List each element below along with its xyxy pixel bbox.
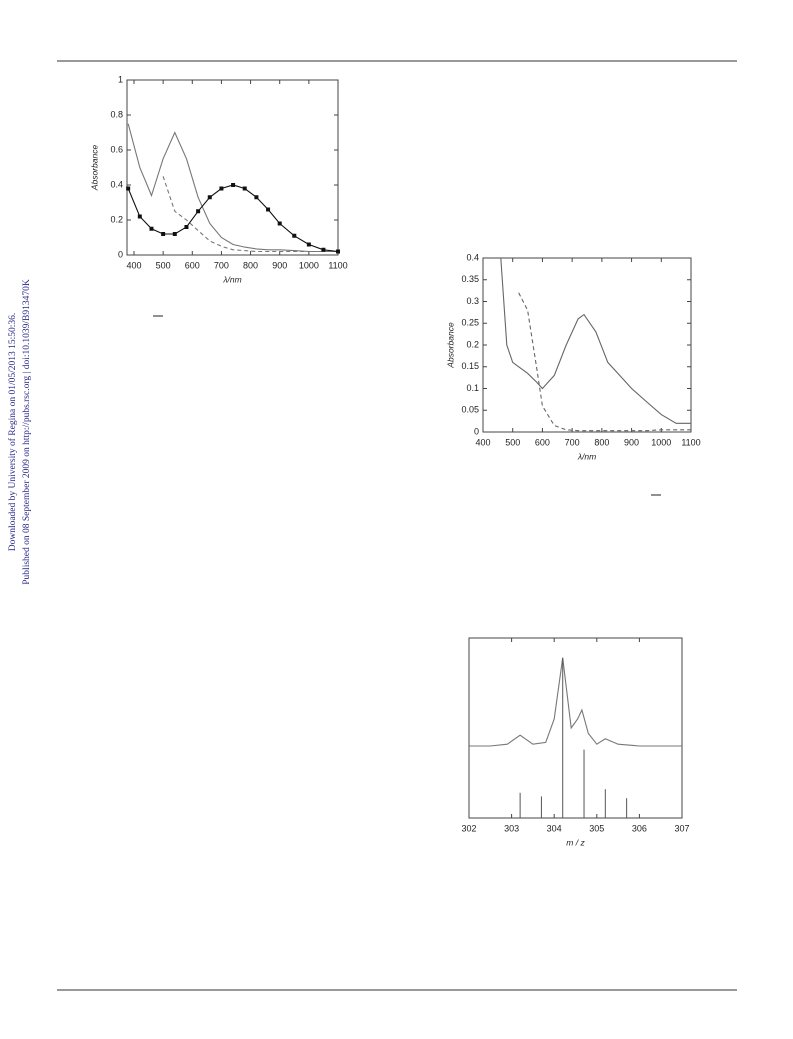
data-line bbox=[127, 184, 339, 253]
marker bbox=[219, 186, 224, 191]
y-tick-label: 0 bbox=[118, 249, 123, 259]
y-tick-label: 0.1 bbox=[466, 383, 479, 393]
y-tick-label: 0.8 bbox=[110, 109, 123, 119]
x-tick-label: 700 bbox=[214, 260, 229, 270]
plot-frame bbox=[468, 637, 683, 819]
data-line bbox=[469, 657, 682, 747]
x-tick-label: 500 bbox=[505, 437, 520, 447]
x-axis-label: m / z bbox=[566, 837, 585, 847]
x-tick-label: 307 bbox=[674, 823, 689, 833]
x-tick-label: 400 bbox=[475, 437, 490, 447]
marker bbox=[277, 221, 282, 226]
marker bbox=[137, 214, 142, 219]
x-tick-label: 304 bbox=[547, 823, 562, 833]
marker bbox=[231, 183, 236, 187]
x-tick-label: 500 bbox=[156, 260, 171, 270]
y-tick-label: 0.3 bbox=[466, 296, 479, 306]
x-axis-label: λ/nm bbox=[577, 451, 596, 461]
y-tick-label: 0.4 bbox=[110, 179, 123, 189]
y-tick-label: 0.25 bbox=[461, 318, 479, 328]
x-tick-label: 400 bbox=[126, 260, 141, 270]
marker bbox=[161, 232, 166, 236]
marker bbox=[196, 209, 201, 214]
x-axis-label: λ/nm bbox=[222, 274, 241, 284]
marker bbox=[207, 195, 212, 200]
y-tick-label: 0 bbox=[474, 426, 479, 436]
y-tick-label: 0.2 bbox=[110, 214, 123, 224]
data-line bbox=[127, 123, 338, 253]
y-tick-label: 0.6 bbox=[110, 144, 123, 154]
x-tick-label: 900 bbox=[624, 437, 639, 447]
y-tick-label: 0.05 bbox=[461, 405, 479, 415]
x-tick-label: 900 bbox=[272, 260, 287, 270]
y-axis-label: Absorbance bbox=[89, 145, 99, 192]
x-tick-label: 306 bbox=[632, 823, 647, 833]
x-tick-label: 800 bbox=[243, 260, 258, 270]
x-tick-label: 1100 bbox=[328, 260, 347, 270]
marker bbox=[321, 247, 326, 252]
x-tick-label: 600 bbox=[185, 260, 200, 270]
y-tick-label: 1 bbox=[118, 74, 123, 84]
data-line bbox=[518, 292, 691, 432]
x-tick-label: 600 bbox=[535, 437, 550, 447]
x-tick-label: 800 bbox=[594, 437, 609, 447]
marker bbox=[306, 242, 311, 247]
x-tick-label: 700 bbox=[565, 437, 580, 447]
data-line bbox=[162, 176, 338, 253]
y-tick-label: 0.2 bbox=[466, 339, 479, 349]
plot-frame bbox=[126, 79, 339, 256]
y-axis-label: Absorbance bbox=[445, 322, 455, 369]
marker bbox=[242, 186, 247, 191]
x-tick-label: 1100 bbox=[681, 437, 700, 447]
sidebar-text: Published on 08 September 2009 on http:/… bbox=[22, 279, 32, 585]
x-tick-label: 303 bbox=[504, 823, 519, 833]
marker bbox=[266, 207, 271, 212]
marker bbox=[172, 232, 177, 236]
marker bbox=[184, 225, 189, 229]
marker bbox=[254, 195, 259, 200]
x-tick-label: 305 bbox=[589, 823, 604, 833]
marker bbox=[336, 249, 340, 254]
marker bbox=[292, 233, 297, 238]
plot-frame bbox=[482, 257, 692, 433]
y-tick-label: 0.15 bbox=[461, 361, 479, 371]
sidebar-text: Downloaded by University of Regina on 01… bbox=[7, 313, 18, 552]
y-tick-label: 0.35 bbox=[461, 274, 479, 284]
data-line bbox=[500, 257, 691, 424]
marker bbox=[126, 186, 131, 191]
y-tick-label: 0.4 bbox=[466, 252, 479, 262]
marker bbox=[149, 226, 154, 231]
x-tick-label: 302 bbox=[461, 823, 476, 833]
x-tick-label: 1000 bbox=[299, 260, 319, 270]
x-tick-label: 1000 bbox=[651, 437, 671, 447]
